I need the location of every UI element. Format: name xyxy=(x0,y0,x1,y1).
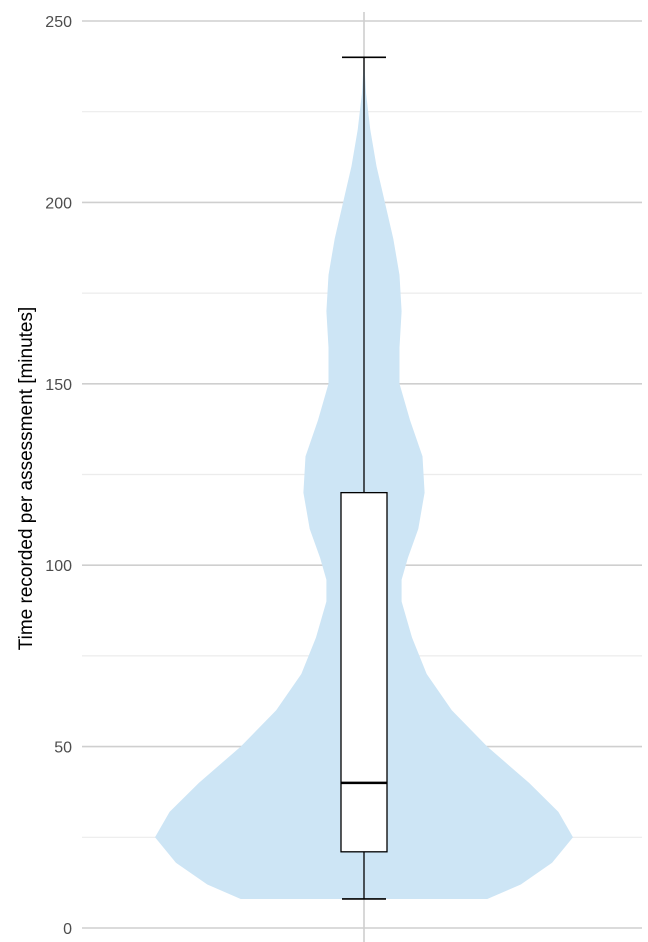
y-tick-label: 50 xyxy=(54,740,72,757)
y-tick-label: 250 xyxy=(45,14,72,31)
boxplot-box xyxy=(340,491,388,853)
y-axis-tick-labels: 0 50 100 150 200 250 xyxy=(45,14,72,938)
y-tick-label: 150 xyxy=(45,377,72,394)
y-axis-title: Time recorded per assessment [minutes] xyxy=(16,307,37,651)
y-tick-label: 0 xyxy=(63,921,72,938)
y-tick-label: 200 xyxy=(45,195,72,212)
y-tick-label: 100 xyxy=(45,558,72,575)
